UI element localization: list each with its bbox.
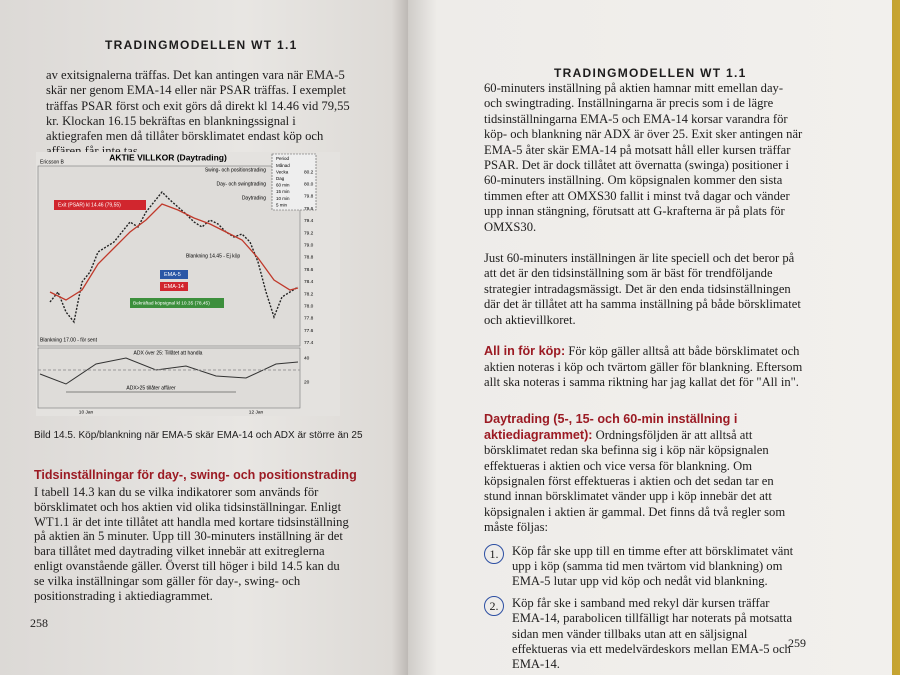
annotation: ADX>25 tillåter affärer: [126, 384, 176, 391]
page-number: 259: [788, 636, 806, 650]
label: 78.6: [304, 267, 314, 273]
label: 78.8: [304, 255, 314, 261]
annotation: Blankning 17.00 - för sent: [40, 337, 98, 343]
label: 15 min: [276, 189, 290, 194]
stock-name: Ericsson B: [40, 159, 65, 165]
rule: 2. Köp får ske i samband med rekyl där ku…: [484, 595, 804, 673]
label: 60 min: [276, 183, 290, 188]
ema5-box: [160, 270, 188, 279]
rule-number: 2.: [484, 595, 504, 616]
label: 79.6: [304, 206, 314, 212]
running-header: TRADINGMODELLEN WT 1.1: [554, 66, 747, 80]
label: 80.0: [304, 181, 314, 187]
label: Vecka: [276, 169, 289, 174]
price-panel: [37, 165, 301, 347]
page-number: 258: [30, 616, 48, 630]
rule: 1. Köp får ske upp till en timme efter at…: [484, 543, 804, 590]
label: 79.4: [304, 218, 314, 224]
label: 79.0: [304, 242, 314, 248]
annotation: Bekräftad köpsignal kl 10.35 (78,45): [133, 300, 210, 306]
figure-title: AKTIE VILLKOR (Daytrading): [109, 152, 227, 162]
buy-box: [130, 298, 224, 308]
period-legend-box: [271, 153, 317, 211]
paragraph: All in för köp: För köp gäller alltså at…: [484, 344, 804, 390]
label: 20: [304, 379, 310, 385]
paragraph: I tabell 14.3 kan du se vilka indikatore…: [34, 485, 352, 603]
rule-text: Köp får ske upp till en timme efter att …: [512, 543, 794, 589]
adx-panel: [37, 347, 301, 409]
left-page: TRADINGMODELLEN WT 1.1 av exitsignalerna…: [0, 0, 408, 675]
price-line: [49, 190, 299, 324]
label: 40: [304, 355, 310, 361]
label: 79.8: [304, 194, 314, 200]
label: 77.8: [304, 316, 314, 322]
label: 78.2: [304, 291, 314, 297]
paragraph: av exitsignalerna träffas. Det kan antin…: [46, 68, 354, 160]
label: 79.2: [304, 230, 314, 236]
text-column: 60-minuters inställning på aktien hamnar…: [484, 81, 804, 673]
label: 77.6: [304, 328, 314, 334]
label: Swing- och positionstrading: [205, 167, 266, 173]
rule-list: 1. Köp får ske upp till en timme efter at…: [484, 543, 804, 673]
ema-line: [49, 203, 299, 301]
label: Daytrading: [242, 195, 266, 201]
running-header: TRADINGMODELLEN WT 1.1: [105, 38, 298, 52]
label: 12 Jan: [249, 409, 264, 415]
label: Dag: [276, 176, 285, 181]
label: Månad: [276, 162, 290, 168]
adx-line: [39, 357, 299, 385]
annotation: Exit (PSAR) kl 14.46 (79,55): [58, 202, 121, 208]
annotation: ADX över 25: Tillåtet att handla: [134, 349, 203, 356]
text: Ordningsföljden är att alltså att börskl…: [484, 427, 786, 535]
label: 77.4: [304, 340, 314, 346]
paragraph: Just 60-minuters inställningen är lite s…: [484, 251, 801, 327]
label: 80.2: [304, 169, 314, 175]
label: Day- och swingtrading: [217, 181, 267, 187]
label: 5 min: [276, 202, 288, 207]
timeframes: Swing- och positionstrading Day- och swin…: [205, 167, 266, 201]
right-page: TRADINGMODELLEN WT 1.1 60-minuters instä…: [408, 0, 892, 675]
annotation: EMA-5: [164, 272, 181, 278]
paragraph: 60-minuters inställning på aktien hamnar…: [484, 81, 803, 234]
lead: Daytrading (5-, 15- och 60-min inställni…: [484, 412, 738, 442]
annotation: Blankning 14.45 - Ej köp: [186, 253, 240, 259]
y-axis: 80.2 80.0 79.8 79.6 79.4 79.2 79.0 78.8 78.6 78.4…: [304, 169, 314, 346]
ema14-box: [160, 282, 188, 291]
adx-axis: 40 20: [304, 355, 310, 385]
caption: Bild 14.5. Köp/blankning när EMA-5 skär …: [34, 430, 363, 441]
annotation: EMA-14: [164, 284, 184, 290]
label: 10 min: [276, 196, 290, 201]
date-axis: 10 Jan 12 Jan: [79, 409, 264, 415]
rule-text: Köp får ske i samband med rekyl där kurs…: [512, 595, 793, 672]
figure: AKTIE VILLKOR (Daytrading) Ericsson B Pe…: [36, 152, 340, 416]
label: 78.4: [304, 279, 314, 285]
text: av exitsignalerna träffas. Det kan antin…: [46, 68, 350, 159]
label: 10 Jan: [79, 409, 94, 415]
exit-box: [54, 200, 146, 210]
paragraph: Daytrading (5-, 15- och 60-min inställni…: [484, 412, 804, 535]
lead: All in för köp:: [484, 344, 566, 359]
text: För köp gäller alltså att både börsklima…: [484, 344, 803, 389]
label: 78.0: [304, 303, 314, 309]
rule-number: 1.: [484, 543, 504, 564]
text: I tabell 14.3 kan du se vilka indikatore…: [34, 485, 349, 603]
label: Period: [276, 156, 290, 161]
section-heading: Tidsinställningar för day-, swing- och p…: [34, 468, 357, 482]
